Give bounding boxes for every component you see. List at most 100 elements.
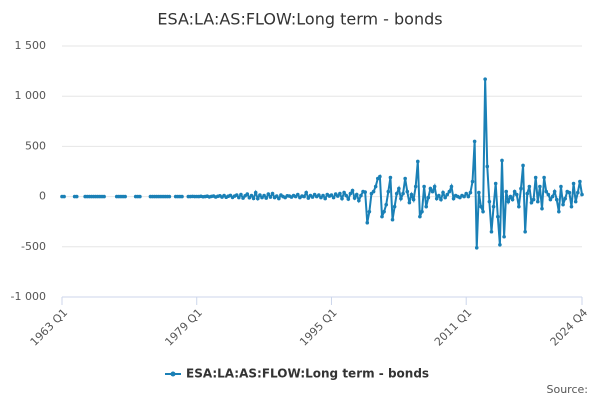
point [268, 195, 273, 199]
point [531, 197, 536, 202]
point [262, 193, 266, 198]
x-tick-label: 1995 Q1 [297, 306, 340, 349]
point [418, 214, 422, 219]
point [552, 189, 557, 194]
point [472, 139, 477, 144]
point [573, 199, 578, 204]
point [74, 194, 79, 199]
y-tick-label: 0 [39, 190, 46, 203]
point [571, 181, 576, 186]
point [477, 190, 481, 195]
point [445, 192, 450, 197]
y-tick-label: -500 [21, 240, 46, 253]
x-tick-label: 2011 Q1 [432, 306, 475, 349]
point [479, 204, 483, 209]
chart-title: ESA:LA:AS:FLOW:Long term - bonds [157, 10, 442, 29]
point [443, 195, 447, 200]
point [474, 246, 479, 250]
point [331, 195, 336, 200]
point [266, 192, 271, 196]
point [544, 189, 549, 194]
point [424, 204, 429, 209]
point [304, 190, 309, 195]
point [306, 196, 311, 200]
point [519, 186, 523, 191]
point [405, 189, 410, 194]
point [237, 195, 241, 200]
point [498, 242, 502, 247]
y-tick-label: 1 500 [15, 39, 47, 52]
point [258, 193, 262, 197]
point [399, 196, 403, 201]
point [517, 204, 521, 209]
point [468, 190, 473, 195]
point [525, 191, 530, 196]
point [550, 194, 555, 199]
point [426, 195, 431, 200]
point [277, 196, 281, 201]
point [167, 194, 172, 199]
point [239, 192, 243, 197]
point [521, 163, 525, 168]
point [485, 164, 490, 169]
point [514, 192, 519, 197]
point [441, 190, 445, 195]
point [338, 191, 342, 196]
point [352, 196, 357, 200]
legend-label: ESA:LA:AS:FLOW:Long term - bonds [186, 367, 429, 381]
point [367, 209, 372, 214]
point [538, 184, 542, 189]
point [340, 196, 344, 201]
point [548, 197, 553, 202]
point [447, 189, 452, 194]
point [439, 197, 443, 202]
point [523, 229, 527, 234]
point [342, 190, 346, 195]
point [270, 191, 275, 196]
point [388, 175, 393, 180]
y-tick-label: -1 000 [11, 290, 46, 303]
point [493, 181, 498, 186]
point [527, 184, 532, 189]
point [533, 175, 538, 180]
point [264, 196, 269, 200]
point [323, 196, 327, 201]
point [428, 186, 433, 191]
point [382, 209, 386, 214]
point [434, 196, 439, 201]
point [386, 189, 391, 194]
point [138, 194, 142, 199]
point [310, 195, 315, 199]
point [344, 193, 349, 198]
point [102, 194, 106, 199]
point [357, 198, 361, 203]
point [407, 200, 412, 205]
x-tick-label: 1979 Q1 [162, 306, 205, 349]
point [397, 186, 401, 191]
point [481, 209, 485, 214]
point [569, 204, 574, 209]
point [510, 197, 515, 202]
point [554, 197, 559, 202]
point [255, 196, 260, 201]
point [253, 190, 258, 195]
point [378, 174, 382, 179]
point [500, 158, 504, 163]
point [508, 194, 513, 199]
source-label: Source: [547, 383, 589, 396]
point [384, 202, 389, 207]
point [506, 199, 511, 204]
point [580, 192, 584, 197]
point [466, 194, 471, 199]
point [371, 189, 376, 194]
point [380, 214, 384, 219]
point [489, 229, 494, 234]
series-line [62, 79, 583, 248]
point [432, 184, 437, 189]
point [411, 197, 416, 202]
point [302, 194, 306, 199]
point [359, 193, 363, 198]
point [575, 190, 580, 195]
x-tick-label: 2024 Q4 [548, 306, 591, 349]
